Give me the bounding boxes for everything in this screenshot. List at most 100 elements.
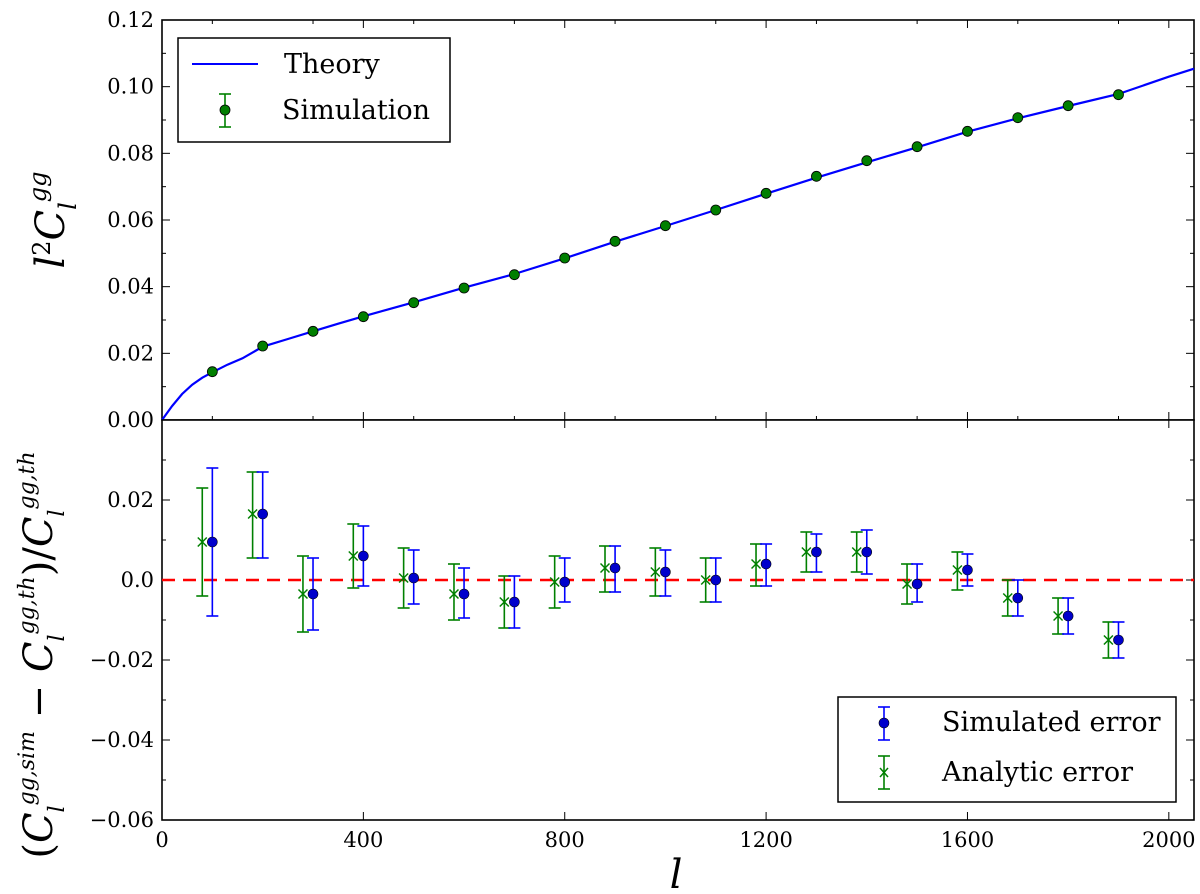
bottom-y-axis-title: (Clgg,sim − Clgg,th)/Clgg,th <box>15 451 70 858</box>
simulation-point <box>357 311 369 323</box>
x-axis-title: l <box>670 852 683 894</box>
svg-text:(Clgg,sim − Clgg,th)/Clgg,th: (Clgg,sim − Clgg,th)/Clgg,th <box>15 451 70 858</box>
top-legend-box <box>177 37 451 143</box>
legend-simulated-error-sample <box>878 706 890 741</box>
top-legend: Theory Simulation <box>177 37 451 143</box>
simulation-point <box>1012 112 1024 124</box>
bottom-panel: −0.06 −0.04 −0.02 0.0 0.02 0 400 800 1200 1600 20… <box>15 419 1196 894</box>
x-tick-label: 1200 <box>739 828 792 852</box>
x-tick-label: 2000 <box>1142 828 1195 852</box>
simulation-point <box>508 269 520 281</box>
bottom-legend-box <box>837 696 1177 803</box>
simulated-error-point <box>710 574 722 586</box>
simulated-error-point <box>811 546 822 558</box>
bottom-plot-content <box>162 467 1194 659</box>
simulated-error-point <box>307 588 319 600</box>
simulation-point <box>811 170 822 182</box>
legend-simulation-label: Simulation <box>282 95 430 126</box>
simulation-point <box>206 366 218 378</box>
svg-text:l2Clgg: l2Clgg <box>24 171 82 268</box>
top-panel: 0.00 0.02 0.04 0.06 0.08 0.10 0.12 l2Clgg Theo… <box>24 8 1195 820</box>
simulated-error-point <box>609 562 621 574</box>
analytic-error-point <box>902 578 913 590</box>
simulated-error-point <box>207 536 218 548</box>
simulation-point <box>1113 89 1124 101</box>
top-y-tick-label: 0.06 <box>107 208 154 232</box>
simulation-point <box>911 141 923 153</box>
simulated-error-point <box>358 550 369 562</box>
bottom-y-tick-labels: −0.06 −0.04 −0.02 0.0 0.02 <box>90 488 154 832</box>
analytic-error-point <box>1103 634 1114 646</box>
analytic-error-point <box>499 596 510 608</box>
x-tick-label: 800 <box>545 828 585 852</box>
bottom-legend: Simulated error Analytic error <box>837 696 1177 803</box>
simulation-point <box>559 252 571 264</box>
bottom-y-tick-label: 0.02 <box>107 488 154 512</box>
simulation-point <box>257 340 269 352</box>
analytic-error-point <box>398 572 409 584</box>
top-y-axis-title: l2Clgg <box>24 171 82 268</box>
analytic-error-point <box>801 546 812 558</box>
analytic-error-point <box>650 566 661 578</box>
bottom-y-tick-label: 0.0 <box>121 568 154 592</box>
analytic-error-point <box>700 574 711 586</box>
simulation-point <box>710 204 722 216</box>
simulated-error-point <box>1012 592 1024 604</box>
bottom-y-tick-label: −0.02 <box>90 648 154 672</box>
simulation-point <box>1062 100 1074 112</box>
simulated-error-point <box>861 546 873 558</box>
simulated-error-point <box>1113 634 1124 646</box>
analytic-error-point <box>197 536 208 548</box>
x-tick-label: 1600 <box>941 828 994 852</box>
simulation-point <box>408 297 420 309</box>
bottom-y-tick-label: −0.06 <box>90 808 154 832</box>
x-tick-labels: 0 400 800 1200 1600 2000 <box>155 828 1195 852</box>
bottom-y-tick-label: −0.04 <box>90 728 154 752</box>
top-plot-content <box>161 67 1195 421</box>
legend-analytic-error-sample <box>878 755 890 790</box>
simulation-point <box>458 282 470 294</box>
top-y-tick-label: 0.00 <box>107 408 154 432</box>
simulated-error-point <box>660 566 671 578</box>
analytic-error-point <box>952 564 963 576</box>
analytic-error-point <box>297 588 308 600</box>
simulation-point <box>760 187 772 199</box>
simulated-error-point <box>559 576 571 588</box>
legend-simulation-sample <box>219 93 231 128</box>
analytic-error-point <box>247 508 258 520</box>
analytic-error-point <box>750 558 762 570</box>
legend-analytic-error-label: Analytic error <box>941 757 1133 788</box>
simulated-error-point <box>760 558 772 570</box>
simulation-point <box>660 220 671 232</box>
analytic-error-point <box>1002 592 1013 604</box>
bottom-ticks <box>161 420 1194 821</box>
top-y-tick-label: 0.08 <box>107 141 154 165</box>
top-y-tick-label: 0.12 <box>107 8 154 32</box>
x-tick-label: 0 <box>155 828 168 852</box>
simulation-point <box>609 235 621 247</box>
simulation-point <box>962 125 973 137</box>
simulated-error-point <box>962 564 973 576</box>
simulated-error-point <box>1062 610 1074 622</box>
simulated-error-point <box>458 588 470 600</box>
simulated-error-point <box>509 596 520 608</box>
analytic-error-point <box>599 562 611 574</box>
simulated-error-point <box>257 508 268 520</box>
simulated-error-point <box>911 578 923 590</box>
analytic-error-point <box>1053 610 1064 622</box>
top-y-tick-labels: 0.00 0.02 0.04 0.06 0.08 0.10 0.12 <box>107 8 154 432</box>
legend-simulated-error-label: Simulated error <box>942 707 1161 738</box>
legend-theory-label: Theory <box>284 49 381 80</box>
analytic-error-point <box>348 550 359 562</box>
analytic-error-point <box>549 576 560 588</box>
analytic-error-point <box>448 588 460 600</box>
analytic-error-point <box>851 546 862 558</box>
top-y-tick-label: 0.10 <box>107 75 154 99</box>
x-tick-label: 400 <box>343 828 383 852</box>
simulation-point <box>861 155 873 167</box>
top-y-tick-label: 0.04 <box>107 275 154 299</box>
simulated-error-point <box>408 572 420 584</box>
top-y-tick-label: 0.02 <box>107 341 154 365</box>
simulation-point <box>307 325 319 337</box>
